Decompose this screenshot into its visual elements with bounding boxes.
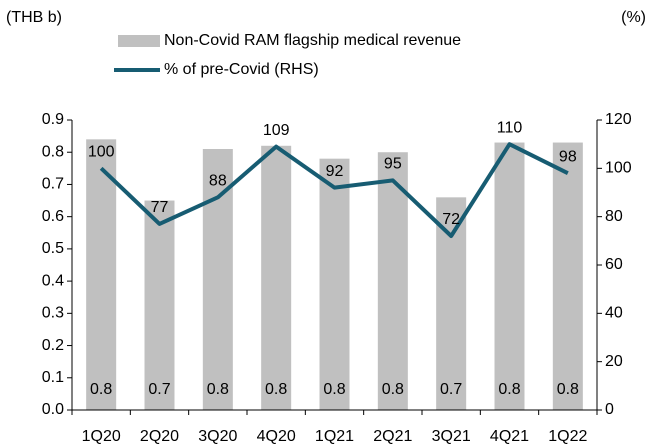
x-tick-label: 1Q21 bbox=[315, 428, 354, 445]
y-tick-label: 0.0 bbox=[42, 401, 64, 418]
line-value-label: 95 bbox=[384, 156, 402, 173]
y-tick-label: 0.1 bbox=[42, 369, 64, 386]
line-value-label: 72 bbox=[442, 211, 460, 228]
line-series bbox=[99, 142, 569, 238]
line-value-label: 110 bbox=[497, 119, 523, 136]
y2-tick-label: 40 bbox=[605, 305, 623, 322]
legend-swatch bbox=[118, 35, 160, 47]
bar bbox=[436, 197, 467, 410]
bar bbox=[377, 152, 408, 410]
x-tick-label: 1Q22 bbox=[548, 428, 587, 445]
y-axis-unit: (THB b) bbox=[6, 9, 62, 26]
y2-tick-label: 120 bbox=[605, 111, 632, 128]
bar-value-label: 0.8 bbox=[90, 381, 112, 398]
bar bbox=[86, 139, 117, 411]
line-value-label: 77 bbox=[151, 199, 169, 216]
y-tick-label: 0.2 bbox=[42, 337, 64, 354]
line-value-label: 100 bbox=[88, 144, 115, 161]
legend-label: Non-Covid RAM flagship medical revenue bbox=[164, 32, 461, 49]
bar bbox=[144, 200, 175, 410]
x-tick-label: 2Q20 bbox=[140, 428, 179, 445]
x-tick-label: 3Q20 bbox=[198, 428, 237, 445]
y2-tick-label: 100 bbox=[605, 160, 632, 177]
y-tick-label: 0.5 bbox=[42, 240, 64, 257]
bar-value-label: 0.7 bbox=[148, 381, 170, 398]
line-value-label: 92 bbox=[326, 163, 344, 180]
y-tick-label: 0.6 bbox=[42, 208, 64, 225]
bar bbox=[494, 142, 525, 411]
bar-value-label: 0.8 bbox=[557, 381, 579, 398]
y-tick-label: 0.8 bbox=[42, 143, 64, 160]
y2-axis-unit: (%) bbox=[621, 9, 646, 26]
y2-tick-label: 0 bbox=[605, 401, 614, 418]
y-tick-label: 0.3 bbox=[42, 305, 64, 322]
x-tick-label: 1Q20 bbox=[82, 428, 121, 445]
legend-label: % of pre-Covid (RHS) bbox=[164, 61, 319, 78]
bar-value-label: 0.8 bbox=[498, 381, 520, 398]
x-tick-label: 4Q21 bbox=[490, 428, 529, 445]
bar bbox=[552, 142, 583, 411]
line-value-label: 109 bbox=[263, 122, 290, 139]
bar bbox=[202, 149, 233, 410]
line-value-label: 98 bbox=[559, 148, 577, 165]
y2-tick-label: 80 bbox=[605, 208, 623, 225]
bar-value-label: 0.7 bbox=[440, 381, 462, 398]
x-tick-label: 2Q21 bbox=[373, 428, 412, 445]
y2-tick-label: 60 bbox=[605, 256, 623, 273]
y-tick-label: 0.7 bbox=[42, 176, 64, 193]
bar-value-label: 0.8 bbox=[323, 381, 345, 398]
bar-value-label: 0.8 bbox=[265, 381, 287, 398]
y2-tick-label: 20 bbox=[605, 353, 623, 370]
y-tick-label: 0.4 bbox=[42, 272, 64, 289]
x-tick-label: 4Q20 bbox=[257, 428, 296, 445]
bar bbox=[319, 158, 350, 410]
bar bbox=[261, 145, 292, 410]
line-value-label: 88 bbox=[209, 173, 227, 190]
x-tick-label: 3Q21 bbox=[432, 428, 471, 445]
bar-value-label: 0.8 bbox=[207, 381, 229, 398]
y-tick-label: 0.9 bbox=[42, 111, 64, 128]
bar-value-label: 0.8 bbox=[382, 381, 404, 398]
